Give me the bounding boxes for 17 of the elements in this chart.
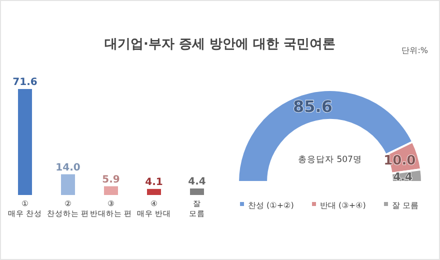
bar bbox=[147, 188, 161, 195]
bar bbox=[190, 188, 204, 195]
legend-label: 찬성 (①+②) bbox=[248, 201, 294, 210]
data-label: 14.0 bbox=[56, 162, 80, 174]
data-label: 4.4 bbox=[188, 176, 206, 188]
data-label: 4.4 bbox=[393, 170, 413, 184]
data-label: 85.6 bbox=[292, 96, 332, 116]
chart-title: 대기업·부자 증세 방안에 대한 국민여론 bbox=[104, 37, 336, 52]
data-label: 71.6 bbox=[12, 77, 38, 88]
text: 총응답자 507명 bbox=[298, 155, 362, 165]
data-label: 5.9 bbox=[102, 174, 120, 186]
bar bbox=[104, 186, 118, 195]
data-label: 4.1 bbox=[145, 176, 163, 188]
bar bbox=[18, 89, 32, 195]
text: 단위:% bbox=[402, 46, 428, 55]
legend-label: 반대 (③+④) bbox=[320, 201, 366, 210]
bar bbox=[61, 174, 75, 195]
